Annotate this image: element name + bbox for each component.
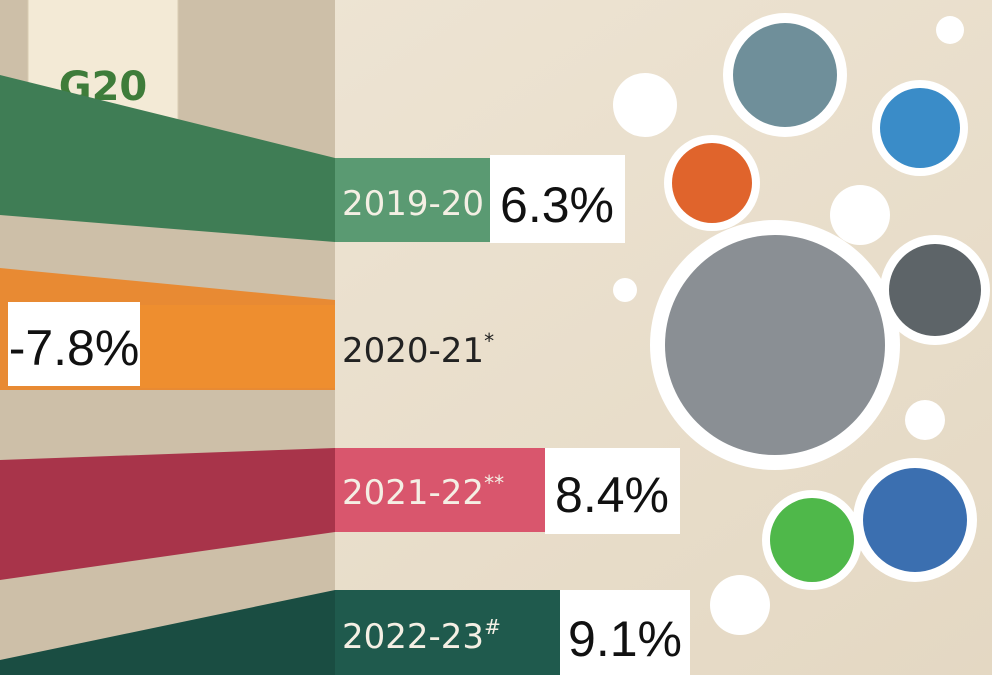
ribbon [0,448,335,580]
year: 2019-20 [342,184,484,224]
year-mark: # [484,615,501,639]
value-box [560,590,690,675]
year-label: 2020-21* [342,329,494,371]
year-mark: * [484,329,494,353]
year-label: 2019-20 [342,184,484,224]
value-label: 8.4% [555,467,669,523]
ribbon [0,75,335,242]
year-panel [335,590,560,675]
bubbles [613,13,990,635]
year-label: 2022-23# [342,615,501,657]
bar [140,305,335,388]
value-label: 9.1% [568,611,682,667]
value-label: 6.3% [500,177,614,233]
year-panel [335,158,490,242]
year: 2020-21 [342,331,484,371]
year-panel [335,448,545,532]
year: 2022-23 [342,617,484,657]
value-label: -7.8% [9,320,140,376]
ribbon [0,590,335,675]
year-mark: ** [484,471,504,495]
value-box [545,448,680,534]
year-label: 2021-22** [342,471,504,513]
value-box [8,302,140,386]
year: 2021-22 [342,473,484,513]
value-box [490,155,625,243]
